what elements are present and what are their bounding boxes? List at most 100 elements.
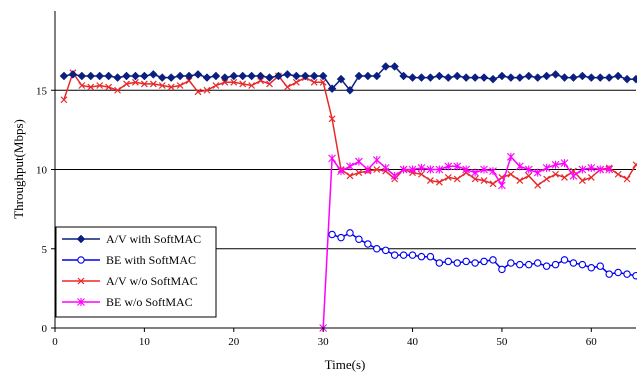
data-point [77, 277, 85, 285]
x-tick-label: 30 [318, 336, 330, 348]
data-point [310, 78, 318, 86]
data-point [453, 175, 461, 183]
data-point [489, 256, 497, 264]
data-point [184, 71, 194, 81]
data-point [516, 177, 524, 185]
data-point [140, 80, 148, 88]
data-point [247, 71, 256, 81]
data-point [604, 73, 614, 82]
data-point [435, 178, 443, 186]
data-point [399, 165, 408, 174]
data-point [87, 83, 95, 91]
legend: A/V with SoftMAC BE with SoftMAC A/V w/o S… [55, 226, 217, 318]
data-point [533, 168, 542, 177]
data-point [453, 162, 462, 171]
data-point [542, 163, 551, 172]
data-point [426, 177, 434, 185]
data-point [76, 234, 86, 244]
data-point [167, 83, 175, 91]
data-point [364, 240, 372, 248]
data-point [561, 174, 568, 181]
data-point [355, 169, 363, 177]
data-point [488, 74, 498, 84]
x-tick-label: 40 [407, 336, 419, 348]
y-tick-label: 15 [36, 85, 48, 97]
data-point [390, 171, 399, 180]
x-tick-label: 20 [228, 336, 240, 348]
data-point [291, 71, 301, 81]
data-point [543, 175, 551, 183]
x-tick-label: 60 [586, 336, 598, 348]
data-point [480, 165, 488, 174]
data-point [408, 73, 417, 82]
data-point [95, 71, 105, 81]
data-point [354, 71, 364, 81]
x-tick-label: 50 [496, 336, 508, 348]
legend-label: A/V with SoftMAC [106, 232, 201, 246]
data-point [480, 257, 488, 266]
data-point [498, 265, 506, 274]
data-point [203, 86, 211, 94]
data-point [355, 235, 363, 243]
data-point [444, 174, 452, 181]
data-point [417, 73, 426, 82]
data-point [292, 78, 300, 86]
data-point [283, 83, 291, 91]
series-circle [328, 229, 637, 280]
data-point [507, 259, 515, 267]
data-point [444, 162, 453, 171]
data-point [605, 270, 613, 278]
data-point [96, 82, 104, 89]
data-point [497, 71, 507, 81]
data-point [551, 160, 560, 169]
data-point [346, 162, 354, 171]
data-point [623, 175, 631, 183]
data-point [185, 77, 193, 85]
data-point [417, 252, 426, 261]
data-point [363, 165, 372, 174]
data-point [461, 73, 471, 82]
data-point [534, 181, 542, 189]
data-point [560, 73, 569, 82]
data-point [524, 71, 534, 81]
data-point [346, 172, 354, 180]
data-point [408, 251, 417, 259]
data-point [381, 62, 391, 71]
data-point [257, 77, 265, 85]
data-point [426, 252, 435, 261]
data-point [238, 71, 248, 81]
data-point [105, 83, 113, 91]
data-point [372, 71, 382, 81]
data-point [337, 233, 345, 242]
data-point [614, 268, 622, 277]
data-point [542, 262, 551, 270]
data-point [489, 167, 497, 176]
data-point [578, 71, 587, 81]
data-point [524, 260, 533, 269]
data-point [632, 161, 637, 169]
data-point [569, 171, 578, 180]
data-point [149, 80, 157, 88]
data-point [596, 262, 604, 270]
data-point [114, 86, 121, 94]
data-point [157, 73, 167, 82]
data-point [220, 73, 230, 82]
data-point [328, 230, 336, 239]
data-point [140, 71, 149, 81]
legend-label: BE with SoftMAC [106, 253, 196, 267]
data-point [560, 159, 569, 168]
data-point [123, 80, 130, 88]
data-point [175, 71, 185, 81]
series-x [60, 69, 637, 189]
data-point [113, 73, 122, 82]
data-point [283, 70, 292, 79]
data-point [596, 165, 605, 174]
data-point [337, 167, 345, 176]
data-point [372, 155, 381, 164]
data-point [506, 73, 516, 82]
data-point [595, 73, 605, 82]
legend-label: A/V w/o SoftMAC [106, 274, 198, 288]
data-point [498, 181, 506, 190]
data-point [78, 82, 86, 89]
